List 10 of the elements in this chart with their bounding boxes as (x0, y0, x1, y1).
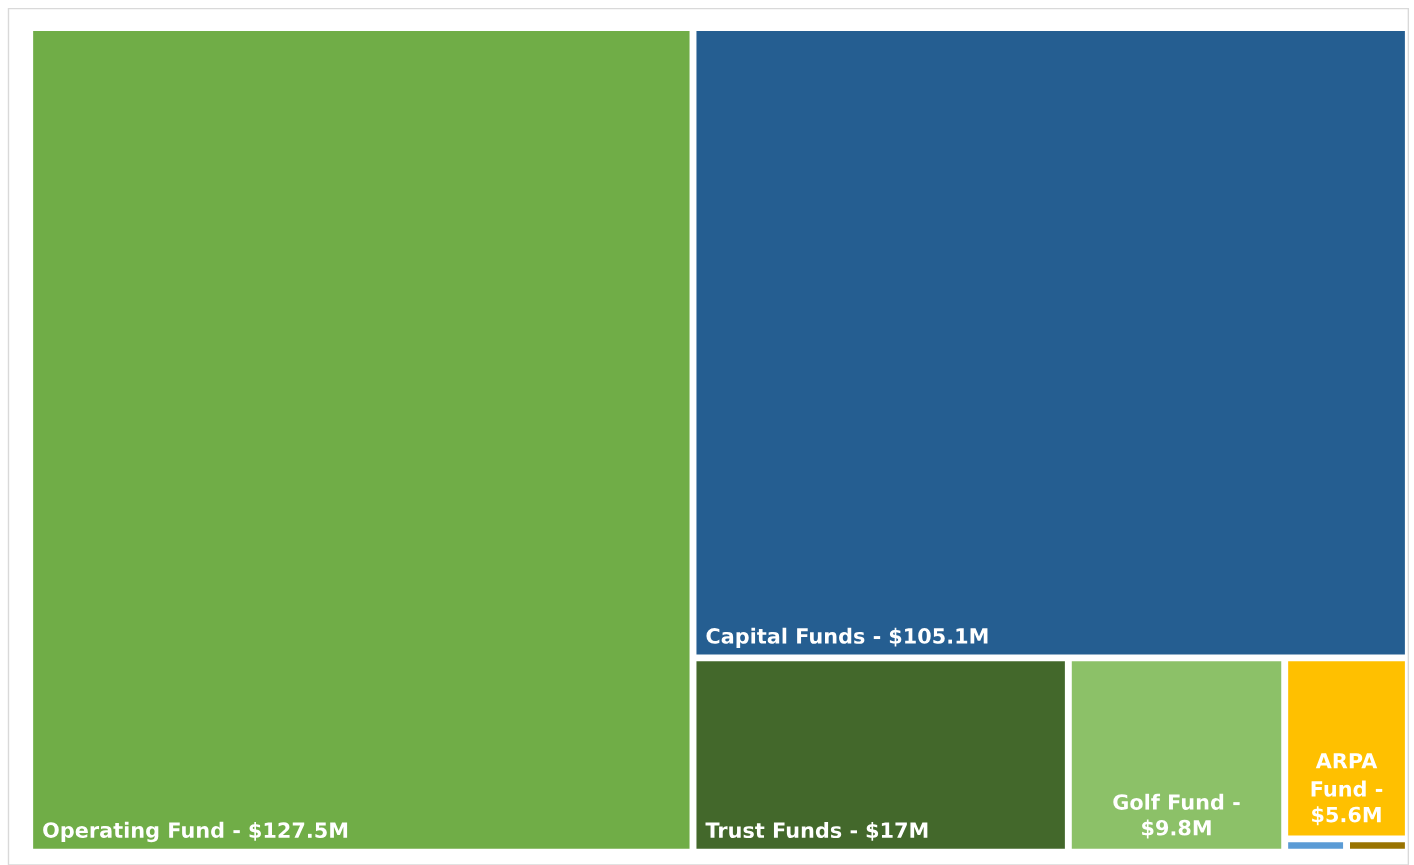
data-label: $9.8M (1142, 819, 1211, 839)
category-label: Operating Fund - (43, 821, 240, 843)
data-label: $17M (866, 821, 928, 841)
category-label: Capital Funds - (706, 627, 881, 648)
data-label: $105.1M (889, 627, 988, 647)
category-label: Golf Fund - (1113, 793, 1240, 810)
category-label: ARPA Fund - (1311, 753, 1383, 797)
data-label: $5.6M (1312, 806, 1381, 826)
data-label: $127.5M (249, 821, 348, 841)
category-label: Trust Funds - (705, 821, 857, 839)
